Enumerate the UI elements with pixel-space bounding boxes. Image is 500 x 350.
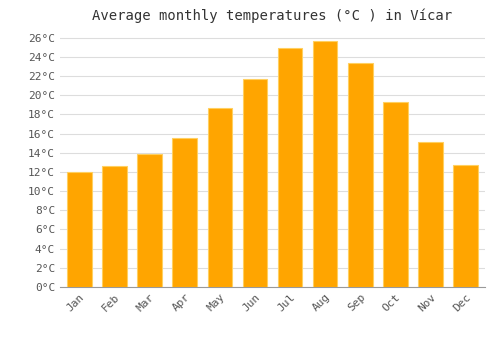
Bar bbox=[278, 48, 302, 287]
Bar bbox=[172, 138, 197, 287]
Bar bbox=[348, 63, 372, 287]
Bar bbox=[102, 166, 126, 287]
Bar bbox=[313, 41, 338, 287]
Bar bbox=[242, 79, 267, 287]
Bar bbox=[454, 165, 478, 287]
Bar bbox=[208, 107, 232, 287]
Bar bbox=[67, 172, 92, 287]
Bar bbox=[383, 102, 407, 287]
Bar bbox=[138, 154, 162, 287]
Bar bbox=[418, 142, 443, 287]
Title: Average monthly temperatures (°C ) in Vícar: Average monthly temperatures (°C ) in Ví… bbox=[92, 8, 452, 23]
